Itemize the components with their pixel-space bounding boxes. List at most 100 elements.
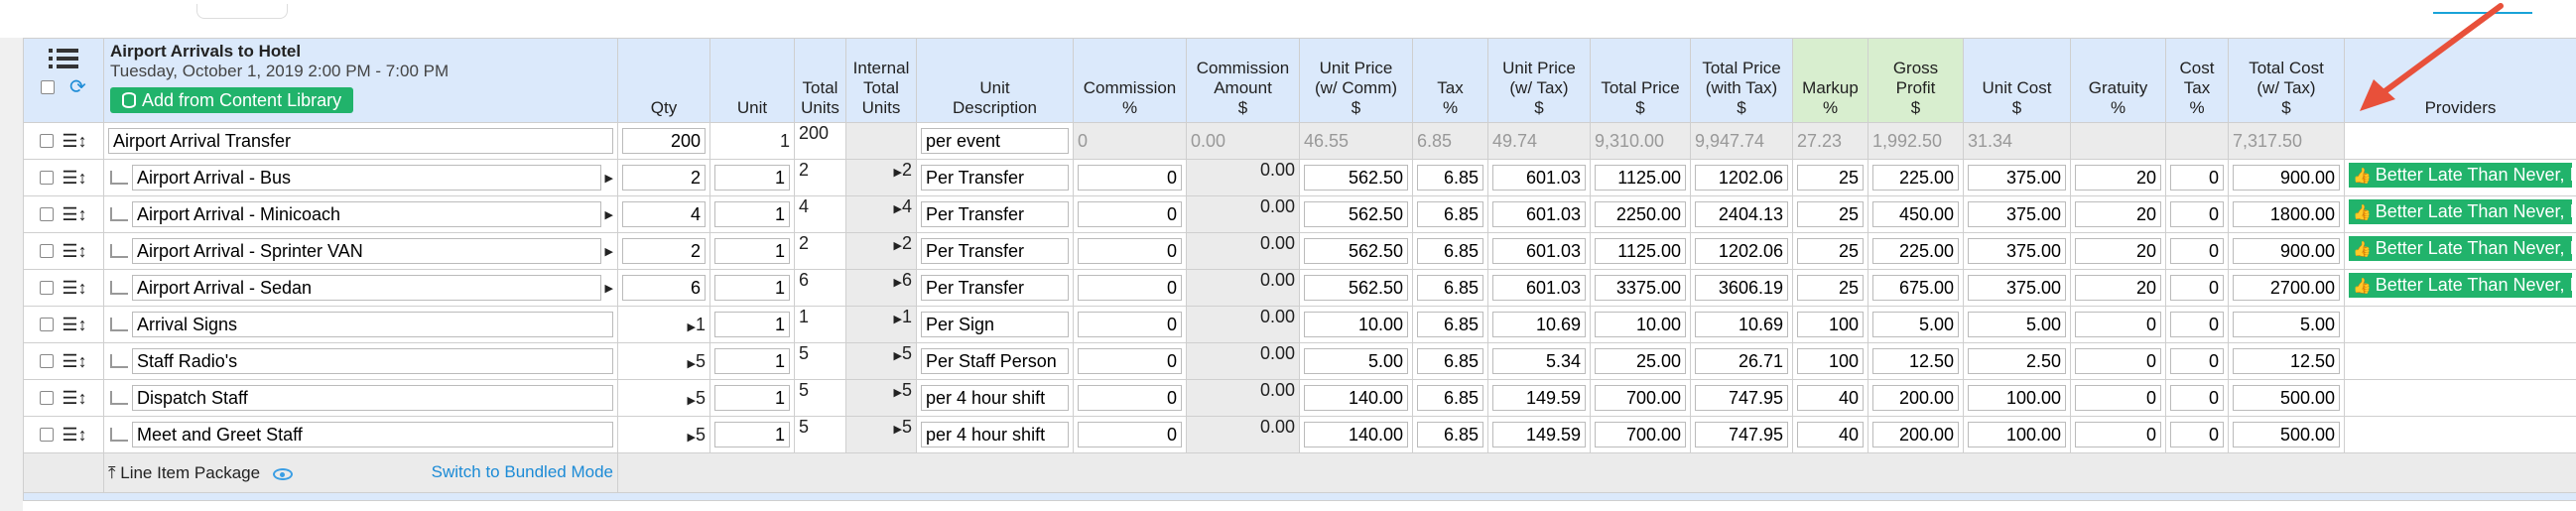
item-gross-profit-input[interactable] — [1872, 348, 1959, 374]
switch-to-bundled-mode-link[interactable]: Switch to Bundled Mode — [431, 462, 613, 481]
refresh-icon[interactable]: ⟳ — [68, 75, 86, 98]
item-unit-price-tax-input[interactable] — [1492, 201, 1586, 227]
item-total-price-tax-input[interactable] — [1695, 165, 1788, 191]
item-name-input[interactable] — [132, 385, 613, 411]
item-total-price-input[interactable] — [1595, 275, 1686, 301]
item-gratuity-input[interactable] — [2075, 238, 2161, 264]
row-checkbox[interactable] — [40, 207, 55, 222]
item-total-cost-tax-input[interactable] — [2233, 385, 2340, 411]
item-unit-input[interactable] — [714, 238, 790, 264]
drag-handle-icon[interactable]: ↕ — [77, 387, 87, 408]
item-desc-input[interactable] — [921, 165, 1069, 191]
item-gratuity-input[interactable] — [2075, 201, 2161, 227]
item-gratuity-input[interactable] — [2075, 422, 2161, 447]
item-unit-price-tax-input[interactable] — [1492, 238, 1586, 264]
item-total-price-input[interactable] — [1595, 348, 1686, 374]
item-tax-input[interactable] — [1417, 201, 1483, 227]
item-unit-price-tax-input[interactable] — [1492, 275, 1586, 301]
item-markup-input[interactable] — [1797, 422, 1864, 447]
drag-handle-icon[interactable]: ↕ — [77, 167, 87, 188]
item-gratuity-input[interactable] — [2075, 385, 2161, 411]
row-checkbox[interactable] — [40, 391, 55, 406]
item-name-input[interactable] — [132, 275, 601, 301]
item-total-price-input[interactable] — [1595, 385, 1686, 411]
item-cost-tax-input[interactable] — [2170, 275, 2224, 301]
item-total-cost-tax-input[interactable] — [2233, 201, 2340, 227]
col-unit-cost[interactable]: Unit Cost $ — [1963, 38, 2071, 123]
col-total-price-tax[interactable]: Total Price (with Tax) $ — [1690, 38, 1793, 123]
row-checkbox[interactable] — [40, 354, 55, 369]
row-menu-icon[interactable]: ☰ — [62, 240, 78, 261]
line-item-package-toggle[interactable]: ⤒ Line Item Package — [108, 463, 261, 482]
item-unit-input[interactable] — [714, 165, 790, 191]
eye-icon[interactable] — [273, 468, 294, 480]
item-cost-tax-input[interactable] — [2170, 238, 2224, 264]
item-markup-input[interactable] — [1797, 165, 1864, 191]
row-checkbox[interactable] — [40, 171, 55, 186]
item-unit-cost-input[interactable] — [1968, 238, 2066, 264]
provider-badge[interactable]: 👍Better Late Than Never, Inc. — [2349, 273, 2572, 298]
row-checkbox[interactable] — [40, 244, 55, 259]
col-total-cost-tax[interactable]: Total Cost (w/ Tax) $ — [2228, 38, 2345, 123]
item-commission-pct-input[interactable] — [1078, 275, 1182, 301]
col-gross-profit[interactable]: Gross Profit $ — [1868, 38, 1964, 123]
item-gratuity-input[interactable] — [2075, 312, 2161, 337]
item-markup-input[interactable] — [1797, 201, 1864, 227]
item-unit-price-comm-input[interactable] — [1304, 238, 1408, 264]
item-cost-tax-input[interactable] — [2170, 165, 2224, 191]
item-unit-price-comm-input[interactable] — [1304, 312, 1408, 337]
item-unit-price-tax-input[interactable] — [1492, 312, 1586, 337]
item-name-input[interactable] — [132, 422, 613, 447]
item-desc-input[interactable] — [921, 422, 1069, 447]
item-gratuity-input[interactable] — [2075, 165, 2161, 191]
add-from-content-library-button[interactable]: Add from Content Library — [110, 87, 354, 113]
item-name-input[interactable] — [132, 312, 613, 337]
item-gross-profit-input[interactable] — [1872, 422, 1959, 447]
item-unit-price-tax-input[interactable] — [1492, 348, 1586, 374]
provider-badge[interactable]: 👍Better Late Than Never, Inc. — [2349, 163, 2572, 188]
item-total-price-tax-input[interactable] — [1695, 275, 1788, 301]
row-menu-icon[interactable]: ☰ — [62, 350, 78, 371]
item-cost-tax-input[interactable] — [2170, 348, 2224, 374]
item-commission-pct-input[interactable] — [1078, 165, 1182, 191]
item-commission-pct-input[interactable] — [1078, 348, 1182, 374]
item-tax-input[interactable] — [1417, 422, 1483, 447]
row-checkbox[interactable] — [40, 428, 55, 443]
item-unit-price-comm-input[interactable] — [1304, 165, 1408, 191]
parent-desc-input[interactable] — [921, 128, 1069, 154]
row-menu-icon[interactable]: ☰ — [62, 424, 78, 445]
item-unit-input[interactable] — [714, 385, 790, 411]
item-qty-input[interactable] — [622, 238, 706, 264]
expand-triangle-icon[interactable]: ▶ — [604, 245, 613, 258]
item-total-price-tax-input[interactable] — [1695, 238, 1788, 264]
item-qty-input[interactable] — [622, 275, 706, 301]
item-cost-tax-input[interactable] — [2170, 201, 2224, 227]
item-total-price-tax-input[interactable] — [1695, 312, 1788, 337]
item-total-cost-tax-input[interactable] — [2233, 348, 2340, 374]
row-menu-icon[interactable]: ☰ — [62, 387, 78, 408]
drag-handle-icon[interactable]: ↕ — [77, 277, 87, 298]
col-unit[interactable]: Unit — [709, 38, 795, 123]
item-unit-price-comm-input[interactable] — [1304, 422, 1408, 447]
item-tax-input[interactable] — [1417, 275, 1483, 301]
expand-triangle-icon[interactable]: ▶ — [604, 208, 613, 221]
item-cost-tax-input[interactable] — [2170, 422, 2224, 447]
item-desc-input[interactable] — [921, 385, 1069, 411]
item-unit-cost-input[interactable] — [1968, 201, 2066, 227]
row-checkbox[interactable] — [40, 281, 55, 296]
col-qty[interactable]: Qty — [617, 38, 710, 123]
row-menu-icon[interactable]: ☰ — [62, 277, 78, 298]
item-gratuity-input[interactable] — [2075, 348, 2161, 374]
col-total-units[interactable]: Total Units — [794, 38, 846, 123]
item-unit-cost-input[interactable] — [1968, 422, 2066, 447]
item-markup-input[interactable] — [1797, 275, 1864, 301]
provider-badge[interactable]: 👍Better Late Than Never, Inc. — [2349, 236, 2572, 261]
item-unit-cost-input[interactable] — [1968, 275, 2066, 301]
item-unit-cost-input[interactable] — [1968, 312, 2066, 337]
col-tax[interactable]: Tax% — [1412, 38, 1488, 123]
parent-name-input[interactable] — [108, 128, 613, 154]
item-commission-pct-input[interactable] — [1078, 422, 1182, 447]
select-all-checkbox[interactable] — [41, 79, 56, 94]
item-gratuity-input[interactable] — [2075, 275, 2161, 301]
item-total-price-input[interactable] — [1595, 312, 1686, 337]
